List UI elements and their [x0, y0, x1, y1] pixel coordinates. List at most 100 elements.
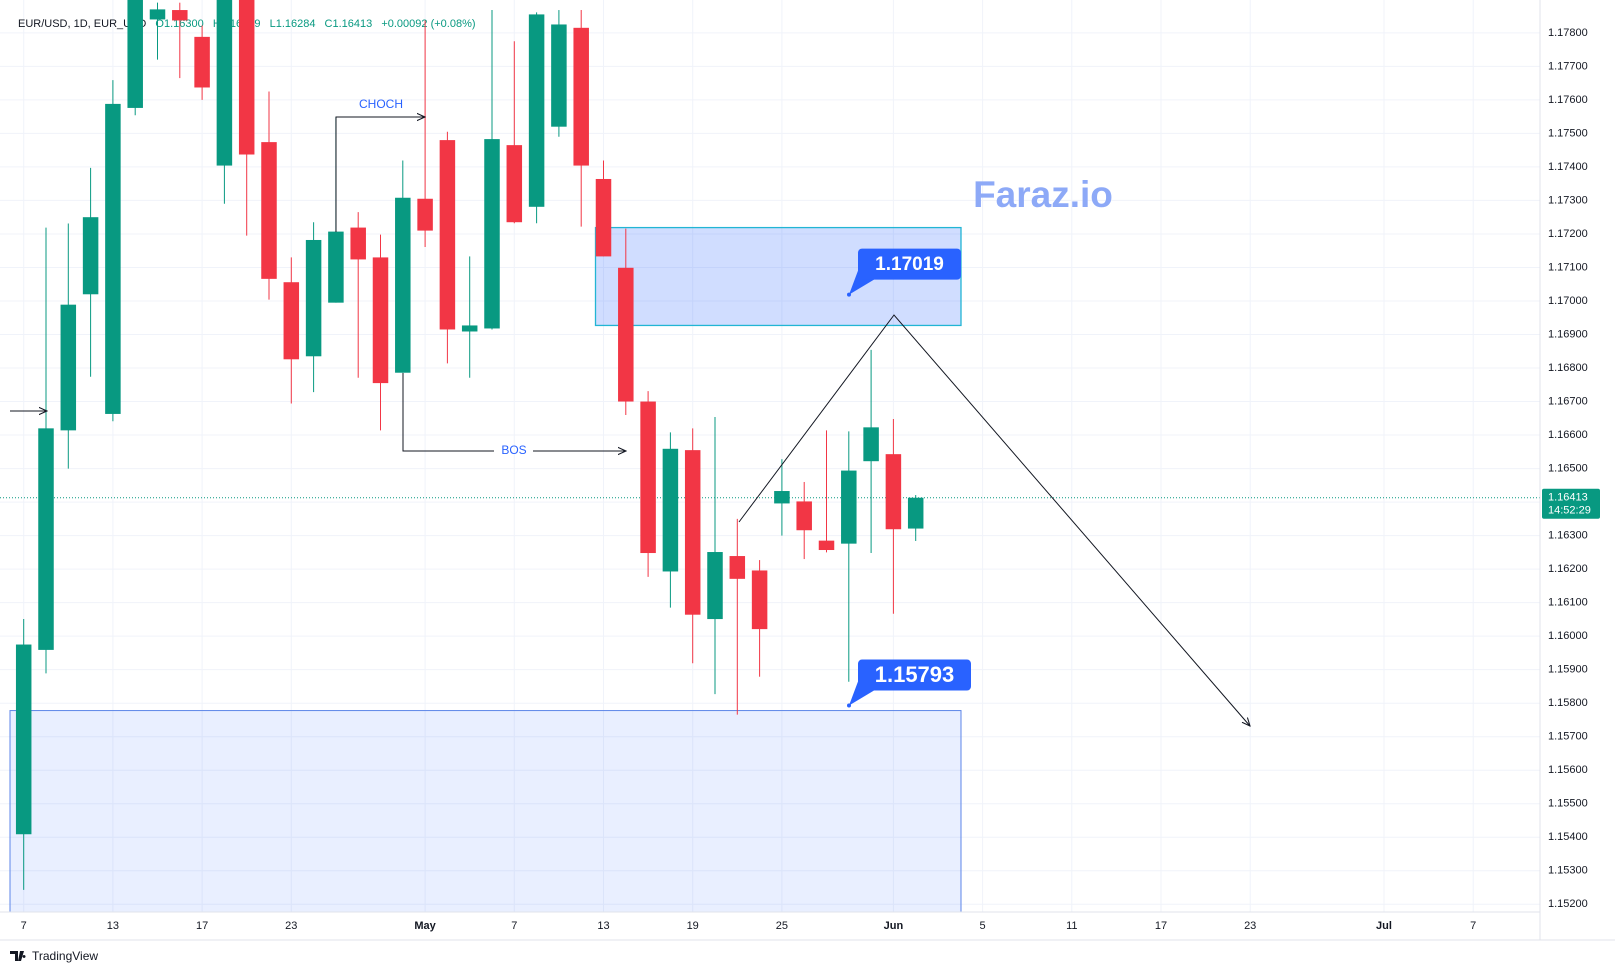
- y-tick-label: 1.15700: [1548, 731, 1588, 743]
- bos-line: [402, 373, 494, 452]
- candle-body: [885, 454, 902, 530]
- y-tick-label: 1.17000: [1548, 295, 1588, 307]
- x-tick-label: 25: [776, 920, 788, 932]
- y-tick-label: 1.16000: [1548, 630, 1588, 642]
- candle-body: [172, 10, 188, 21]
- candle-body: [774, 491, 790, 504]
- watermark: Faraz.io: [973, 174, 1113, 215]
- countdown: 14:52:29: [1548, 505, 1591, 517]
- candle-body: [328, 231, 344, 303]
- candle-body: [283, 282, 300, 360]
- x-tick-label: 17: [1155, 920, 1167, 932]
- last-price-box: [1542, 488, 1600, 519]
- y-tick-label: 1.17800: [1548, 27, 1588, 39]
- x-tick-label: 19: [687, 920, 699, 932]
- brand-logo: [10, 951, 26, 961]
- y-tick-label: 1.16500: [1548, 462, 1588, 474]
- axes: 1.15200 1.15300 1.15400 1.15500 1.15600 1.157…: [0, 0, 1615, 941]
- candle-body: [595, 178, 612, 257]
- grid: [0, 0, 1540, 912]
- candles: [0, 0, 1540, 890]
- candle-body: [729, 556, 746, 579]
- projection-line: [738, 314, 1250, 726]
- y-tick-label: 1.17200: [1548, 228, 1588, 240]
- y-tick-label: 1.15400: [1548, 831, 1588, 843]
- y-tick-label: 1.17600: [1548, 94, 1588, 106]
- candle-body: [82, 217, 99, 295]
- x-tick-label: 17: [196, 920, 208, 932]
- y-tick-label: 1.15500: [1548, 798, 1588, 810]
- candle-body: [707, 552, 723, 620]
- candle-body: [618, 267, 634, 402]
- x-tick-label: Jul: [1376, 920, 1392, 932]
- candle-body: [60, 304, 77, 431]
- callout-box: [858, 248, 961, 280]
- candle-body: [15, 644, 32, 835]
- y-tick-label: 1.16200: [1548, 563, 1588, 575]
- x-tick-label: 7: [1470, 920, 1476, 932]
- y-tick-label: 1.16700: [1548, 395, 1588, 407]
- footer: TradingView: [10, 949, 98, 963]
- y-tick-label: 1.16900: [1548, 328, 1588, 340]
- x-tick-label: 5: [980, 920, 986, 932]
- candle-body: [38, 428, 54, 650]
- y-tick-label: 1.17500: [1548, 127, 1588, 139]
- legend-close: C1.16413: [325, 18, 373, 30]
- candle-body: [796, 501, 812, 531]
- candle-body: [305, 239, 322, 357]
- candle-body: [439, 140, 456, 330]
- y-tick-label: 1.15300: [1548, 865, 1588, 877]
- candle-body: [350, 227, 366, 260]
- candle-body: [573, 27, 589, 166]
- callout-dot: [847, 703, 851, 708]
- candle-body: [216, 0, 233, 166]
- candle-body: [149, 9, 166, 20]
- candle-body: [640, 401, 656, 554]
- x-tick-label: 7: [21, 920, 27, 932]
- candle-body: [194, 36, 210, 88]
- y-tick-label: 1.15200: [1548, 898, 1588, 910]
- callout-dot: [847, 292, 851, 297]
- candle-body: [528, 14, 545, 207]
- legend-low: L1.16284: [270, 18, 316, 30]
- callout-label: 1.17019: [875, 254, 944, 275]
- price-callout: 1.15793: [847, 659, 971, 708]
- price-callout: 1.17019: [847, 248, 961, 297]
- x-tick-label: 7: [511, 920, 517, 932]
- x-tick-label: Jun: [884, 920, 904, 932]
- candle-body: [238, 0, 255, 155]
- y-tick-label: 1.17300: [1548, 194, 1588, 206]
- last-price-label: 1.16413: [1548, 492, 1588, 504]
- y-tick-label: 1.16100: [1548, 597, 1588, 609]
- candle-body: [841, 470, 857, 544]
- x-tick-label: May: [414, 920, 436, 932]
- x-tick-label: 11: [1066, 920, 1077, 932]
- y-tick-label: 1.16300: [1548, 530, 1588, 542]
- y-tick-label: 1.16600: [1548, 429, 1588, 441]
- candle-body: [684, 450, 701, 615]
- callout-box: [858, 659, 971, 691]
- y-tick-label: 1.17400: [1548, 161, 1588, 173]
- candle-body: [751, 570, 768, 630]
- legend-title: EUR/USD, 1D, EUR_USD: [18, 18, 146, 30]
- candle-body: [907, 497, 924, 529]
- y-tick-label: 1.17700: [1548, 60, 1588, 72]
- drawings: CHOCH BOS Faraz.io 1.17019 1.15793: [10, 97, 1250, 726]
- zones: [9, 226, 962, 912]
- demand-zone: [9, 710, 962, 912]
- y-tick-label: 1.15900: [1548, 664, 1588, 676]
- y-tick-label: 1.15600: [1548, 764, 1588, 776]
- candle-body: [417, 198, 433, 231]
- x-tick-label: 13: [107, 920, 119, 932]
- bos-label: BOS: [501, 443, 526, 457]
- candle-body: [127, 0, 143, 108]
- brand: TradingView: [32, 949, 98, 963]
- candle-body: [105, 103, 121, 414]
- candle-body: [372, 257, 389, 384]
- candle-body: [261, 142, 277, 279]
- legend-change: +0.00092 (+0.08%): [381, 18, 475, 30]
- candle-body: [461, 325, 478, 332]
- candle-body: [395, 197, 411, 373]
- callout-label: 1.15793: [875, 662, 955, 687]
